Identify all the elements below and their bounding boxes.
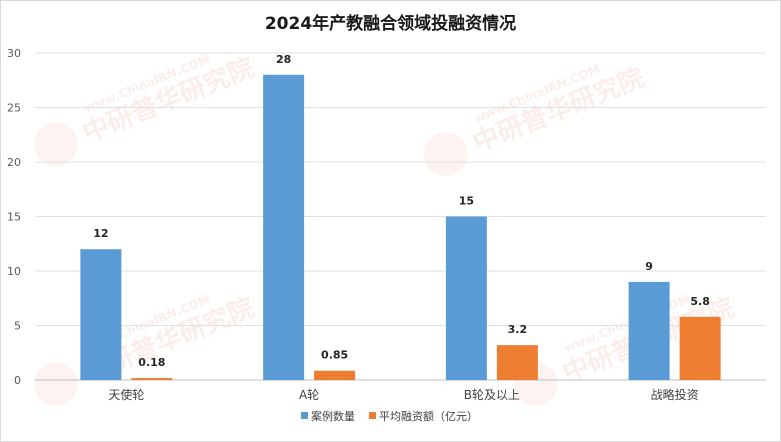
watermark-logo-icon <box>33 122 78 167</box>
bar <box>628 281 670 380</box>
legend-swatch <box>369 412 376 419</box>
bar <box>131 378 173 380</box>
y-tick-label: 10 <box>7 265 21 278</box>
data-label: 15 <box>459 195 474 208</box>
data-label: 0.18 <box>138 356 165 369</box>
y-tick-label: 5 <box>14 320 21 333</box>
x-tick-label: A轮 <box>299 388 319 402</box>
watermark-logo-icon <box>423 132 468 177</box>
watermark-logo-icon <box>33 362 78 407</box>
x-tick-label: 战略投资 <box>651 387 699 402</box>
data-labels: 12 0.18 28 0.85 15 3.2 9 5.8 <box>93 53 710 369</box>
y-tick-label: 0 <box>14 374 21 387</box>
chart-title: 2024年产教融合领域投融资情况 <box>264 14 517 34</box>
bar <box>496 345 538 380</box>
legend: 案例数量 平均融资额（亿元） <box>301 409 478 423</box>
y-tick-label: 30 <box>7 47 21 60</box>
y-axis: 0 5 10 15 20 25 30 <box>7 47 21 387</box>
y-tick-label: 25 <box>7 102 21 115</box>
bars <box>80 74 721 381</box>
data-label: 12 <box>93 227 108 240</box>
data-label: 9 <box>645 260 653 273</box>
legend-label: 案例数量 <box>311 409 355 423</box>
x-axis: 天使轮 A轮 B轮及以上 战略投资 <box>108 387 698 402</box>
bar <box>679 316 721 380</box>
y-tick-label: 15 <box>7 211 21 224</box>
bar <box>445 216 487 380</box>
bar <box>80 249 122 380</box>
data-label: 0.85 <box>321 349 348 362</box>
legend-label: 平均融资额（亿元） <box>379 410 478 423</box>
legend-swatch <box>301 412 308 419</box>
y-tick-label: 20 <box>7 156 21 169</box>
x-tick-label: 天使轮 <box>108 387 144 402</box>
bar <box>314 370 356 380</box>
data-label: 28 <box>276 53 291 66</box>
bar <box>263 74 305 381</box>
data-label: 3.2 <box>508 323 528 336</box>
x-tick-label: B轮及以上 <box>464 388 520 402</box>
data-label: 5.8 <box>690 295 710 308</box>
